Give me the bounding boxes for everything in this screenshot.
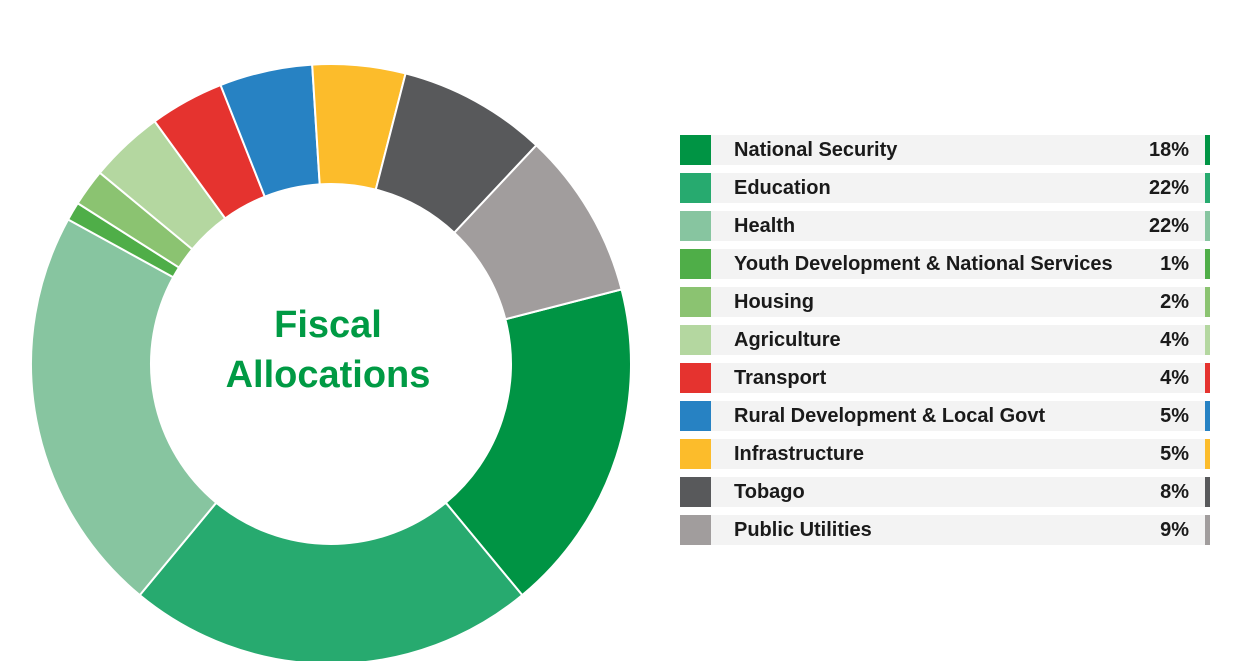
legend-color-bar	[1205, 287, 1210, 317]
legend-item: Health 22%	[680, 211, 1210, 241]
legend-color-bar	[1205, 325, 1210, 355]
legend-label: National Security	[734, 139, 898, 161]
legend-color-bar	[1205, 173, 1210, 203]
legend-item: Tobago 8%	[680, 477, 1210, 507]
legend-label: Transport	[734, 367, 827, 389]
legend-percent: 22%	[1148, 215, 1189, 237]
legend-color-bar	[1205, 211, 1210, 241]
legend: National Security 18% Education 22% Health 22…	[680, 135, 1210, 553]
legend-item: Rural Development & Local Govt 5%	[680, 401, 1210, 431]
legend-label: Tobago	[734, 481, 805, 503]
legend-color-bar	[1205, 477, 1210, 507]
legend-percent: 5%	[1160, 443, 1189, 465]
legend-percent: 18%	[1148, 139, 1189, 161]
donut-chart	[30, 63, 632, 661]
legend-swatch	[680, 325, 711, 355]
chart-title-line-1: Fiscal	[274, 304, 382, 346]
legend-item: National Security 18%	[680, 135, 1210, 165]
legend-color-bar	[1205, 515, 1210, 545]
legend-swatch	[680, 173, 711, 203]
legend-label: Infrastructure	[734, 443, 865, 465]
legend-percent: 1%	[1160, 253, 1189, 275]
legend-swatch	[680, 211, 711, 241]
pie-slice-0	[444, 288, 632, 597]
legend-item: Transport 4%	[680, 363, 1210, 393]
legend-percent: 9%	[1160, 519, 1189, 541]
legend-percent: 4%	[1160, 329, 1189, 351]
pie-slice-10	[452, 143, 623, 321]
legend-item: Public Utilities 9%	[680, 515, 1210, 545]
legend-item: Infrastructure 5%	[680, 439, 1210, 469]
legend-item: Agriculture 4%	[680, 325, 1210, 355]
legend-item: Education 22%	[680, 173, 1210, 203]
legend-percent: 2%	[1160, 291, 1189, 313]
legend-swatch	[680, 249, 711, 279]
legend-label: Rural Development & Local Govt	[734, 405, 1046, 427]
legend-swatch	[680, 135, 711, 165]
legend-label: Public Utilities	[734, 519, 872, 541]
legend-swatch	[680, 439, 711, 469]
legend-swatch	[680, 515, 711, 545]
legend-label: Health	[734, 215, 796, 237]
legend-percent: 4%	[1160, 367, 1189, 389]
legend-label: Education	[734, 177, 831, 199]
legend-percent: 8%	[1160, 481, 1189, 503]
legend-swatch	[680, 287, 711, 317]
chart-title: Fiscal Allocations	[208, 300, 448, 400]
legend-color-bar	[1205, 135, 1210, 165]
pie-slice-1	[138, 501, 524, 661]
legend-label: Youth Development & National Services	[734, 253, 1113, 275]
legend-swatch	[680, 363, 711, 393]
legend-percent: 22%	[1148, 177, 1189, 199]
legend-percent: 5%	[1160, 405, 1189, 427]
legend-label: Agriculture	[734, 329, 841, 351]
legend-item: Youth Development & National Services 1%	[680, 249, 1210, 279]
legend-color-bar	[1205, 439, 1210, 469]
legend-swatch	[680, 477, 711, 507]
legend-item: Housing 2%	[680, 287, 1210, 317]
legend-swatch	[680, 401, 711, 431]
legend-label: Housing	[734, 291, 814, 313]
legend-color-bar	[1205, 249, 1210, 279]
legend-color-bar	[1205, 401, 1210, 431]
pie-slice-2	[30, 218, 218, 597]
chart-title-line-2: Allocations	[225, 354, 431, 396]
legend-color-bar	[1205, 363, 1210, 393]
